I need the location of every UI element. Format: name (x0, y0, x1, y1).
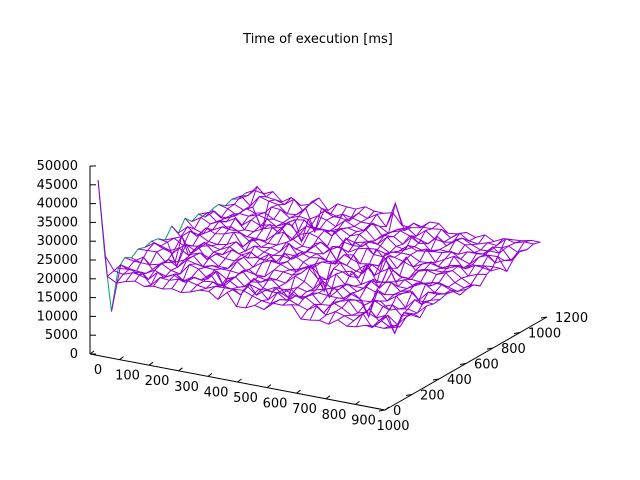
surface-line-y (178, 225, 474, 289)
tick-labels: 0500010000150002000025000300003500040000… (37, 159, 588, 434)
x-tick-mark (266, 384, 272, 389)
x-tick-label: 1000 (376, 419, 409, 434)
surface-line-y (111, 264, 407, 326)
surface-line-y (225, 203, 521, 262)
z-tick-label: 40000 (37, 197, 78, 212)
z-tick-label: 15000 (37, 291, 78, 306)
z-tick-label: 10000 (37, 309, 78, 324)
y-tick-label: 400 (447, 373, 472, 388)
x-tick-mark (325, 395, 331, 400)
surface-line-y (184, 217, 481, 287)
x-tick-mark (89, 350, 95, 355)
x-tick-label: 500 (233, 391, 258, 406)
z-tick-label: 35000 (37, 215, 78, 230)
x-tick-label: 300 (174, 380, 199, 395)
x-tick-mark (355, 400, 360, 405)
x-tick-mark (296, 389, 301, 394)
y-tick-mark (513, 332, 521, 334)
surface-line-y (231, 195, 528, 254)
x-tick-mark (119, 356, 124, 361)
surface-line-y (204, 210, 501, 272)
surface-line-y (171, 225, 467, 293)
y-tick-mark (432, 378, 440, 381)
y-tick-mark (459, 363, 467, 365)
axes (89, 165, 548, 412)
surface-line-y (124, 256, 421, 319)
y-tick-label: 1200 (555, 311, 588, 326)
surface-line-y (151, 240, 447, 301)
surface-line-y (131, 257, 427, 314)
surface-line-y (138, 248, 434, 319)
y-tick-label: 600 (474, 358, 499, 373)
surface-line-y (144, 234, 440, 306)
x-tick-label: 200 (145, 374, 170, 389)
surface-line-y (238, 185, 534, 247)
x-tick-label: 0 (94, 363, 102, 378)
surface-line-y (245, 189, 541, 243)
x-tick-mark (148, 361, 154, 366)
x-tick-label: 100 (115, 369, 140, 384)
y-tick-mark (405, 394, 413, 396)
x-tick-mark (178, 367, 183, 372)
y-tick-label: 800 (501, 342, 526, 357)
surface-line-y (104, 255, 400, 329)
y-tick-label: 200 (420, 389, 445, 404)
x-tick-mark (384, 406, 390, 411)
x-tick-mark (237, 378, 242, 383)
x-tick-label: 400 (204, 385, 229, 400)
x-tick-label: 600 (263, 397, 288, 412)
x-tick-label: 900 (351, 413, 376, 428)
x-tick-label: 800 (322, 408, 347, 423)
chart-title: Time of execution [ms] (242, 32, 393, 47)
z-tick-label: 45000 (37, 178, 78, 193)
y-tick-mark (486, 347, 494, 350)
y-tick-label: 1000 (528, 327, 561, 342)
surface-line-x (97, 180, 246, 312)
y-tick-mark (378, 409, 386, 412)
z-tick-label: 30000 (37, 234, 78, 249)
surface-line-y (97, 180, 394, 329)
z-tick-label: 0 (70, 347, 78, 362)
surface-line-y (198, 212, 494, 270)
surface-mesh (97, 180, 541, 335)
z-tick-label: 50000 (37, 159, 78, 174)
surface-line-y (218, 203, 514, 264)
z-tick-label: 20000 (37, 272, 78, 287)
z-tick-label: 5000 (45, 328, 78, 343)
surface-line-y (118, 267, 414, 335)
x-tick-mark (207, 372, 213, 377)
surface-line-y (164, 237, 461, 296)
surface-line-y (211, 209, 508, 272)
z-tick-label: 25000 (37, 253, 78, 268)
y-tick-mark (540, 316, 548, 319)
x-tick-label: 700 (292, 402, 317, 417)
y-tick-label: 0 (393, 404, 401, 419)
